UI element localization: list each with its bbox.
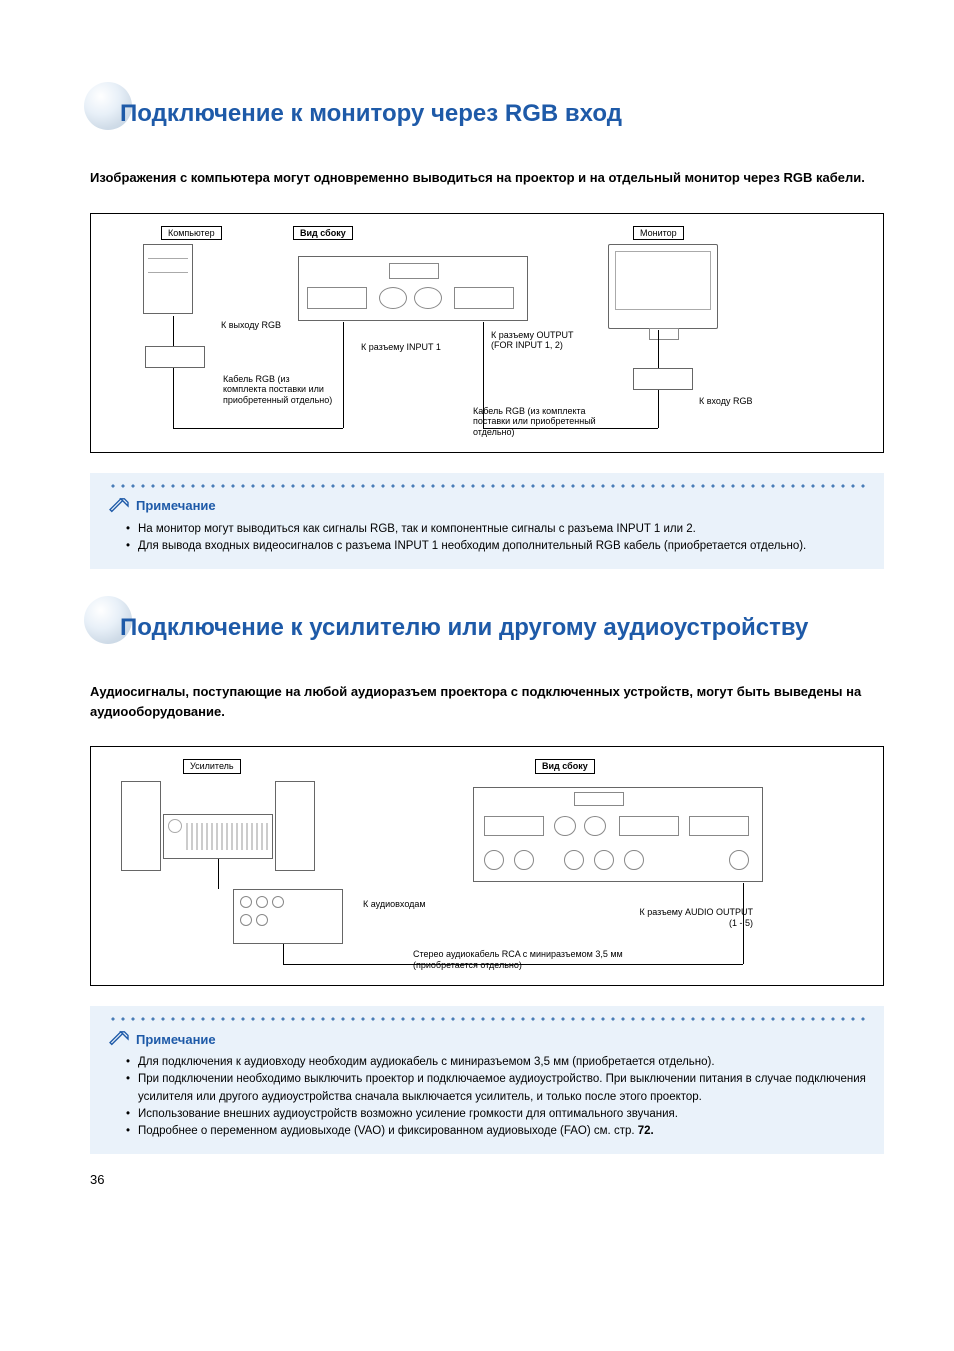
- note-item: Использование внешних аудиоустройств воз…: [126, 1106, 866, 1123]
- sketch-amplifier: [163, 814, 273, 859]
- note-item: При подключении необходимо выключить про…: [126, 1071, 866, 1106]
- sketch-connector-right: [633, 368, 693, 390]
- section2-title: Подключение к усилителю или другому ауди…: [90, 614, 884, 642]
- page-number: 36: [90, 1172, 884, 1187]
- sketch-computer: [143, 244, 193, 314]
- label-output: К разъему OUTPUT (FOR INPUT 1, 2): [491, 330, 574, 352]
- page-ref: 72.: [638, 1125, 654, 1137]
- sketch-amp-rear: [233, 889, 343, 944]
- section1-header: Подключение к монитору через RGB вход: [90, 100, 884, 128]
- note-item: Для вывода входных видеосигналов с разъе…: [126, 538, 866, 555]
- section1-title: Подключение к монитору через RGB вход: [90, 100, 884, 128]
- label-audio-cable: Стерео аудиокабель RCA с миниразъемом 3,…: [413, 949, 643, 971]
- note-item: На монитор могут выводиться как сигналы …: [126, 521, 866, 538]
- section1-intro: Изображения с компьютера могут одновреме…: [90, 168, 884, 188]
- label-rgb-cable2: Кабель RGB (из комплекта поставки или пр…: [473, 406, 623, 438]
- label-amplifier: Усилитель: [183, 759, 241, 774]
- section2-note-box: Примечание Для подключения к аудиовходу …: [90, 1006, 884, 1154]
- note-dots-divider: [108, 483, 866, 489]
- sketch-speaker-l: [121, 781, 161, 871]
- note-icon: [108, 497, 130, 515]
- note-title: Примечание: [136, 498, 216, 513]
- note-item-text: Подробнее о переменном аудиовыходе (VAO)…: [138, 1125, 638, 1137]
- note-icon: [108, 1030, 130, 1048]
- section2-diagram: Усилитель Вид сбоку: [90, 746, 884, 986]
- sketch-projector-panel2: [473, 787, 763, 882]
- label-side-view2: Вид сбоку: [535, 759, 595, 774]
- label-side-view: Вид сбоку: [293, 226, 353, 241]
- section2-note-list: Для подключения к аудиовходу необходим а…: [108, 1054, 866, 1140]
- sketch-connector-left: [145, 346, 205, 368]
- label-rgb-in: К входу RGB: [699, 396, 753, 407]
- sketch-projector-panel: [298, 256, 528, 321]
- label-computer: Компьютер: [161, 226, 222, 241]
- section2-intro: Аудиосигналы, поступающие на любой аудио…: [90, 682, 884, 721]
- sketch-monitor: [608, 244, 718, 329]
- label-input1: К разъему INPUT 1: [361, 342, 441, 353]
- label-rgb-cable1: Кабель RGB (из комплекта поставки или пр…: [223, 374, 333, 406]
- label-audio-in: К аудиовходам: [363, 899, 426, 910]
- note-item: Для подключения к аудиовходу необходим а…: [126, 1054, 866, 1071]
- label-rgb-out: К выходу RGB: [221, 320, 281, 331]
- note-title: Примечание: [136, 1032, 216, 1047]
- sketch-speaker-r: [275, 781, 315, 871]
- note-dots-divider: [108, 1016, 866, 1022]
- label-monitor: Монитор: [633, 226, 684, 241]
- section1-diagram: Компьютер Вид сбоку Монитор: [90, 213, 884, 453]
- label-audio-out: К разъему AUDIO OUTPUT (1 - 5): [633, 907, 753, 929]
- note-item: Подробнее о переменном аудиовыходе (VAO)…: [126, 1123, 866, 1140]
- section2-header: Подключение к усилителю или другому ауди…: [90, 614, 884, 642]
- section1-note-list: На монитор могут выводиться как сигналы …: [108, 521, 866, 556]
- section1-note-box: Примечание На монитор могут выводиться к…: [90, 473, 884, 570]
